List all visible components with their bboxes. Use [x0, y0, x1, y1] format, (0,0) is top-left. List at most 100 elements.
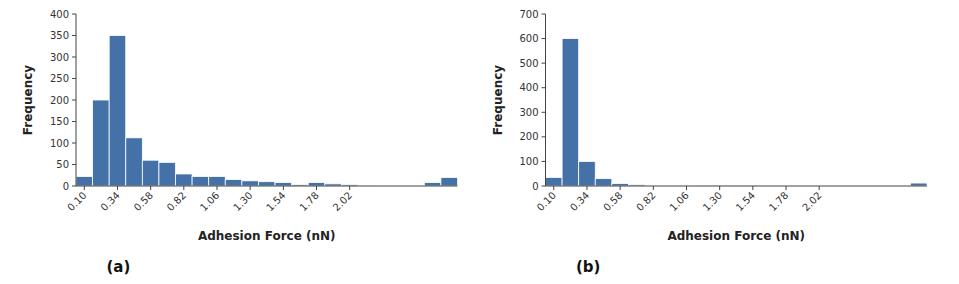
x-tick-label: 1.54	[264, 190, 288, 214]
y-tick-label: 250	[50, 73, 69, 84]
y-tick-label: 300	[519, 107, 538, 118]
y-tick-label: 0	[532, 181, 538, 192]
bar	[126, 138, 143, 186]
x-tick	[150, 186, 151, 190]
bar	[579, 161, 596, 186]
x-tick-label: 0.82	[165, 190, 189, 214]
x-tick	[216, 186, 217, 190]
y-axis-line	[545, 14, 546, 186]
y-tick-label: 400	[519, 82, 538, 93]
panel: 01002003004005006007000.100.340.580.821.…	[491, 9, 928, 277]
bar	[209, 177, 226, 186]
bar	[76, 177, 93, 186]
bar	[308, 183, 325, 186]
y-tick	[542, 136, 546, 137]
x-tick-label: 0.58	[132, 190, 156, 214]
x-tick	[316, 186, 317, 190]
x-tick-label: 0.10	[65, 190, 89, 214]
x-tick	[283, 186, 284, 190]
x-tick	[620, 186, 621, 190]
x-axis-label: Adhesion Force (nN)	[667, 229, 805, 243]
x-tick-label: 1.78	[297, 190, 321, 214]
bars	[546, 39, 928, 186]
x-tick-label: 0.34	[568, 190, 592, 214]
x-tick-label: 1.78	[767, 190, 791, 214]
bar	[595, 179, 612, 186]
x-tick-label: 0.10	[535, 190, 559, 214]
x-axis-line	[76, 186, 458, 187]
y-tick-label: 100	[50, 138, 69, 149]
y-tick-label: 150	[50, 116, 69, 127]
x-tick	[84, 186, 85, 190]
y-tick-label: 350	[50, 30, 69, 41]
x-tick	[786, 186, 787, 190]
bar	[142, 160, 159, 186]
panel: 0 50 100 150 200 250 300 350 400 0.10 0.34 0.58 0.82…	[21, 9, 458, 277]
y-tick	[542, 14, 546, 15]
x-tick	[819, 186, 820, 190]
bar	[93, 100, 110, 186]
x-tick	[250, 186, 251, 190]
y-tick	[72, 121, 76, 122]
y-tick	[542, 87, 546, 88]
bar	[424, 183, 441, 186]
x-axis-label: Adhesion Force (nN)	[198, 229, 336, 243]
x-tick-label: 1.54	[734, 190, 758, 214]
x-tick	[117, 186, 118, 190]
x-tick	[553, 186, 554, 190]
x-tick	[183, 186, 184, 190]
y-tick-label: 300	[50, 52, 69, 63]
panel-label: (a)	[107, 258, 131, 276]
figure: 0 50 100 150 200 250 300 350 400 0.10 0.34 0.58 0.82…	[0, 0, 959, 284]
panel-label: (b)	[576, 258, 600, 276]
y-tick	[542, 63, 546, 64]
y-tick	[72, 143, 76, 144]
y-tick-label: 200	[50, 95, 69, 106]
bar	[242, 181, 259, 186]
y-tick-label: 600	[519, 33, 538, 44]
bar	[109, 36, 126, 187]
bars	[76, 36, 458, 187]
y-axis-label: Frequency	[491, 65, 505, 135]
x-tick-label: 0.34	[98, 190, 122, 214]
x-tick	[719, 186, 720, 190]
x-tick-label: 1.30	[231, 190, 255, 214]
y-tick-label: 500	[519, 58, 538, 69]
bar	[441, 177, 458, 186]
x-tick	[752, 186, 753, 190]
bar	[275, 183, 292, 186]
y-tick-label: 400	[50, 9, 69, 20]
y-tick	[72, 164, 76, 165]
bar	[225, 180, 242, 186]
y-tick-label: 100	[519, 156, 538, 167]
y-tick	[72, 100, 76, 101]
y-tick	[542, 161, 546, 162]
x-tick-label: 1.06	[198, 190, 222, 214]
bar	[159, 162, 176, 186]
x-tick-label: 2.02	[800, 190, 824, 214]
bar	[562, 39, 579, 186]
x-tick	[686, 186, 687, 190]
x-axis-line	[546, 186, 928, 187]
bar	[546, 177, 563, 186]
y-tick	[72, 14, 76, 15]
y-tick-label: 200	[519, 131, 538, 142]
y-tick	[72, 35, 76, 36]
x-tick-label: 1.30	[701, 190, 725, 214]
x-tick	[586, 186, 587, 190]
x-tick-label: 1.06	[667, 190, 691, 214]
x-tick-label: 0.82	[634, 190, 658, 214]
bar	[192, 177, 209, 186]
y-tick-label: 50	[56, 159, 69, 170]
y-tick	[72, 57, 76, 58]
y-axis-label: Frequency	[21, 65, 35, 135]
x-tick	[653, 186, 654, 190]
x-tick	[349, 186, 350, 190]
x-tick-label: 2.02	[331, 190, 355, 214]
y-tick-label: 0	[63, 181, 69, 192]
y-tick-label: 700	[519, 9, 538, 20]
y-tick	[72, 78, 76, 79]
y-tick	[542, 38, 546, 39]
bar	[258, 182, 275, 186]
bar	[176, 174, 193, 186]
